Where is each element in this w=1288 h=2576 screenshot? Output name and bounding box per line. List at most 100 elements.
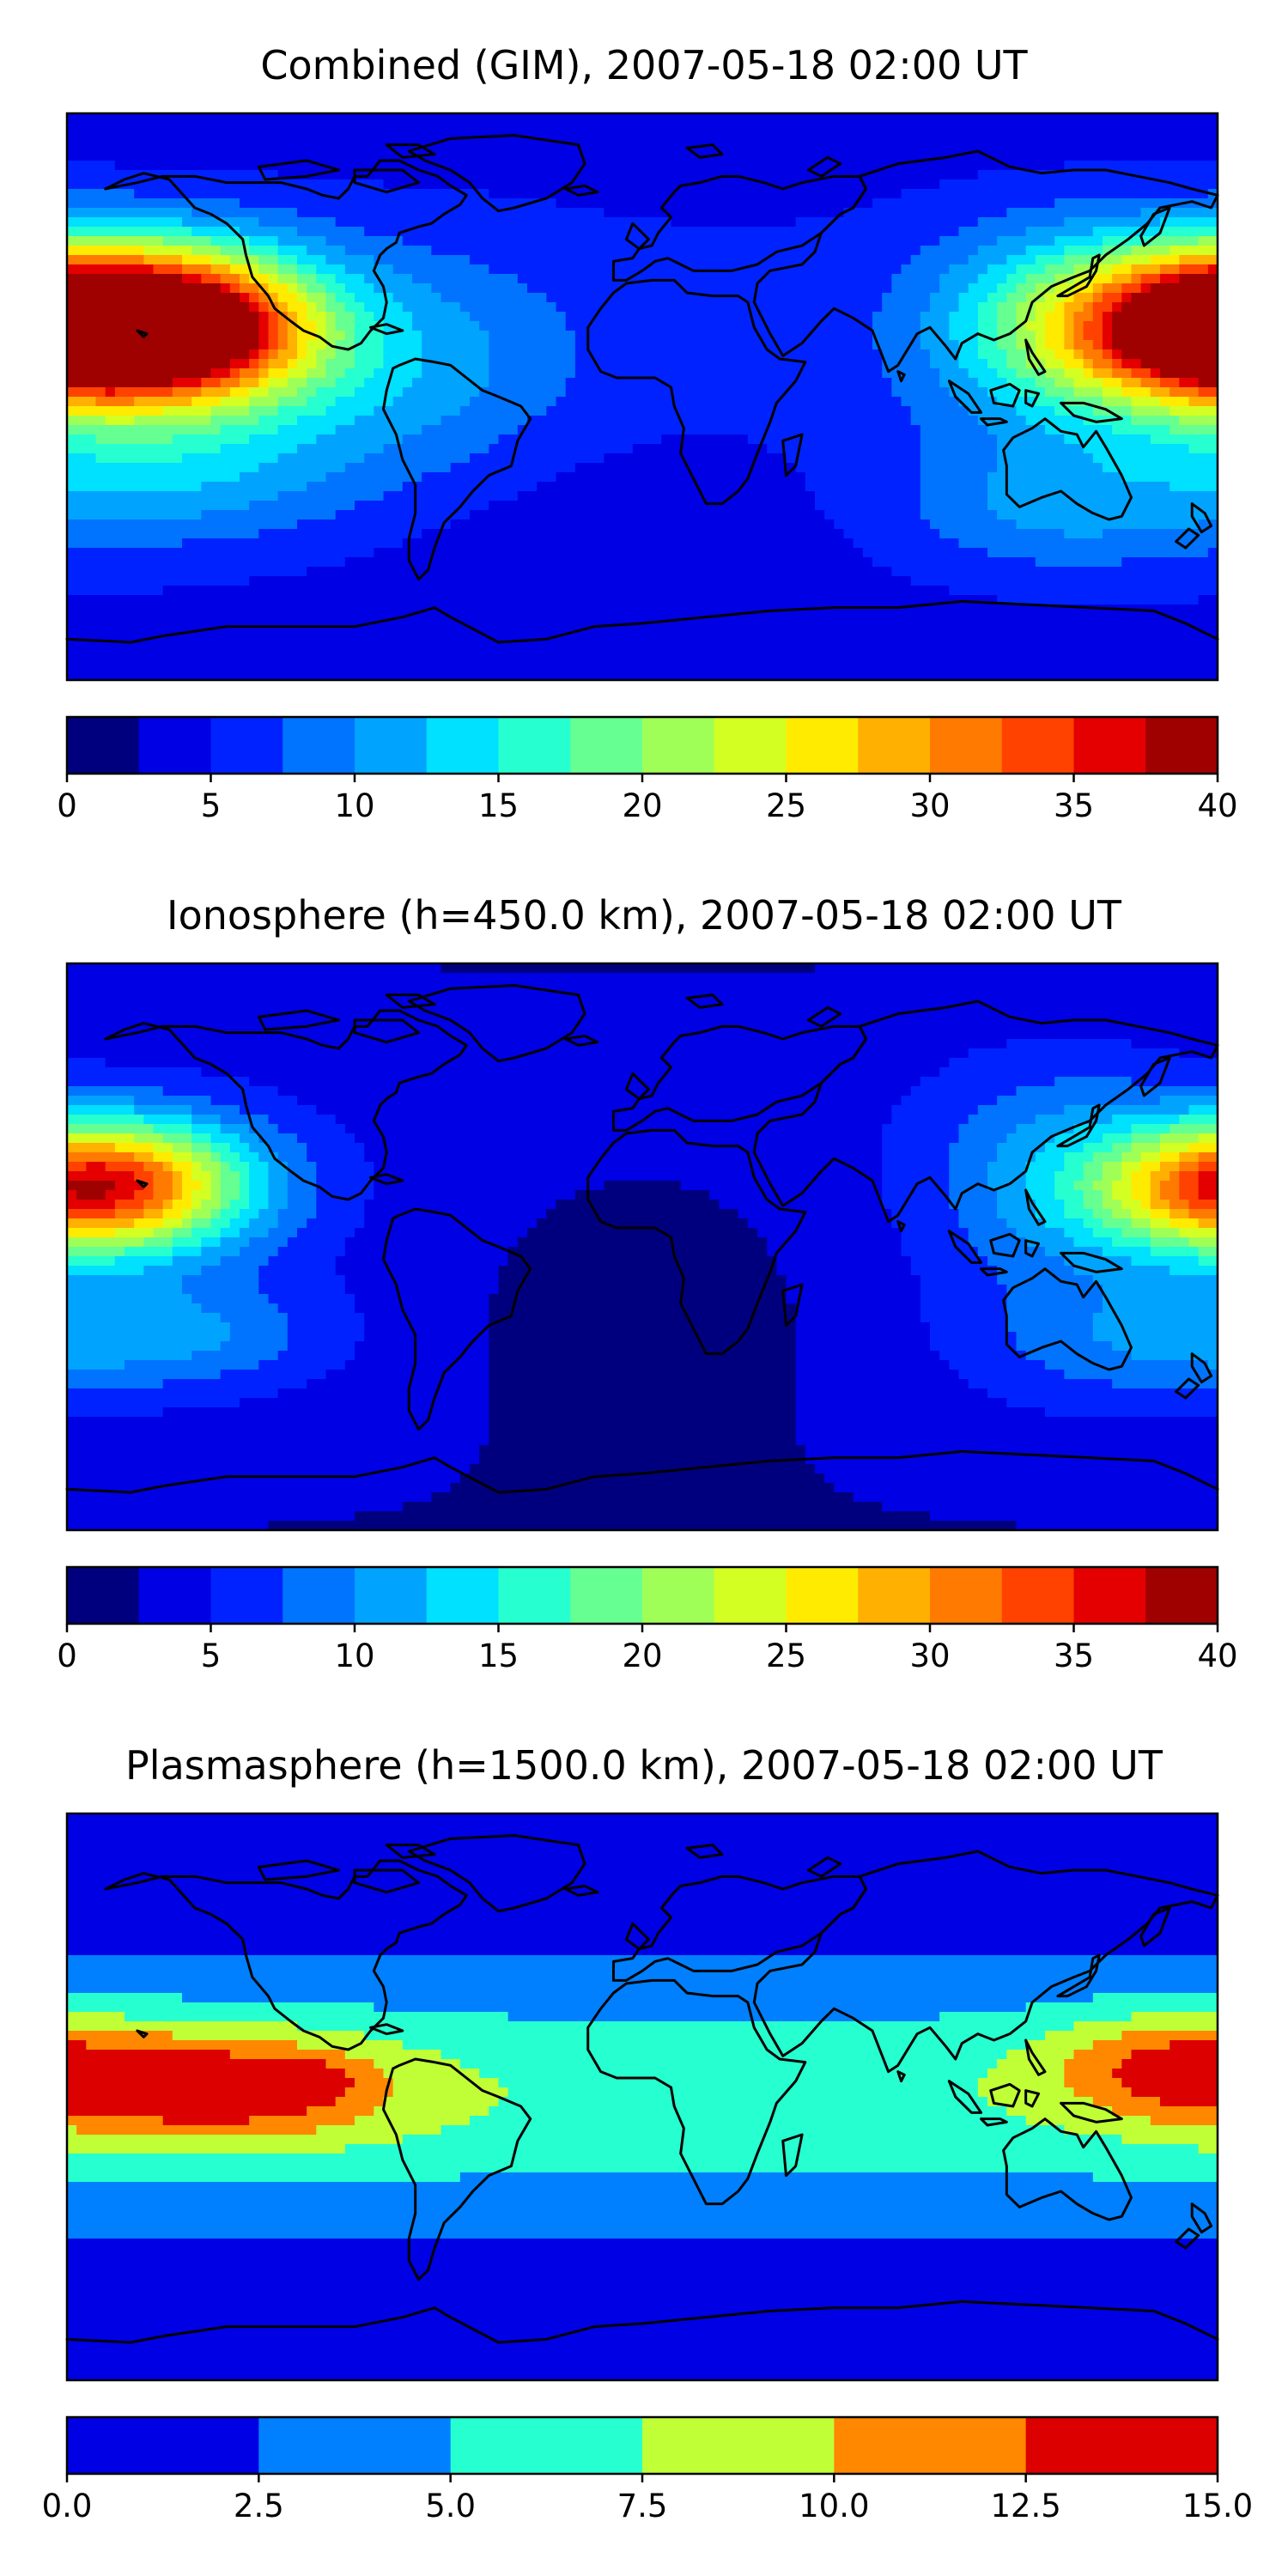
field-cell [1179, 170, 1190, 180]
field-cell [412, 434, 422, 445]
field-cell [364, 293, 374, 303]
field-cell [738, 406, 749, 416]
field-cell [1131, 246, 1142, 256]
field-cell [143, 387, 155, 398]
field-cell [1073, 217, 1084, 228]
field-cell [440, 236, 452, 246]
field-cell [728, 463, 739, 473]
field-cell [853, 463, 864, 473]
field-cell [1179, 246, 1190, 256]
field-cell [1064, 453, 1075, 464]
field-cell [1131, 123, 1142, 133]
field-cell [307, 142, 317, 152]
field-cell [440, 179, 452, 190]
field-cell [786, 283, 797, 294]
field-cell [1198, 132, 1209, 143]
field-cell [537, 482, 547, 492]
field-cell [556, 463, 567, 473]
field-cell [277, 198, 289, 209]
field-cell [930, 472, 940, 483]
field-cell [249, 453, 259, 464]
field-cell [546, 161, 557, 171]
field-cell [891, 397, 902, 407]
field-cell [297, 368, 307, 379]
field-cell [968, 453, 979, 464]
field-cell [355, 264, 365, 275]
field-cell [297, 331, 307, 341]
field-cell [719, 463, 730, 473]
field-cell [1035, 387, 1046, 398]
field-cell [172, 482, 183, 492]
field-cell [307, 179, 317, 190]
field-cell [1006, 463, 1018, 473]
field-cell [862, 312, 873, 322]
field-cell [930, 453, 940, 464]
field-cell [690, 501, 701, 511]
field-cell [997, 264, 1007, 275]
field-cell [76, 151, 87, 161]
field-cell [1188, 406, 1200, 416]
field-cell [229, 359, 240, 369]
field-cell [240, 378, 250, 388]
field-cell [67, 170, 77, 180]
field-cell [287, 151, 298, 161]
field-cell [1179, 397, 1190, 407]
field-cell [316, 283, 327, 294]
field-cell [507, 302, 519, 313]
field-cell [920, 217, 931, 228]
field-cell [1054, 217, 1065, 228]
field-cell [824, 113, 835, 124]
field-cell [1140, 349, 1151, 360]
field-cell [440, 312, 452, 322]
field-cell [738, 482, 749, 492]
field-cell [1016, 208, 1027, 218]
field-cell [997, 161, 1007, 171]
field-cell [853, 453, 864, 464]
field-cell [220, 387, 231, 398]
field-cell [422, 321, 432, 331]
field-cell [143, 482, 155, 492]
field-cell [613, 236, 624, 246]
field-cell [623, 453, 634, 464]
field-cell [182, 501, 192, 511]
field-cell [335, 170, 346, 180]
field-cell [325, 161, 337, 171]
field-cell [585, 283, 595, 294]
field-cell [402, 482, 413, 492]
field-cell [355, 283, 365, 294]
field-cell [987, 179, 998, 190]
field-cell [325, 387, 337, 398]
field-cell [1188, 283, 1200, 294]
field-cell [335, 482, 346, 492]
field-cell [728, 302, 739, 313]
field-cell [440, 198, 452, 209]
field-cell [229, 416, 240, 426]
field-cell [191, 434, 202, 445]
field-cell [134, 217, 144, 228]
field-cell [815, 416, 825, 426]
field-cell [1112, 340, 1122, 350]
field-cell [853, 302, 864, 313]
field-cell [527, 123, 538, 133]
field-cell [1150, 397, 1161, 407]
field-cell [757, 501, 768, 511]
field-cell [661, 434, 672, 445]
field-cell [67, 425, 77, 435]
field-cell [134, 359, 144, 369]
field-cell [776, 189, 787, 199]
field-cell [776, 208, 787, 218]
field-cell [1131, 132, 1142, 143]
field-cell [527, 217, 538, 228]
field-cell [1179, 463, 1190, 473]
field-cell [307, 349, 317, 360]
field-cell [1140, 463, 1151, 473]
field-cell [440, 227, 452, 237]
field-cell [652, 472, 662, 483]
field-cell [220, 501, 231, 511]
field-cell [191, 208, 202, 218]
field-cell [987, 387, 998, 398]
field-cell [968, 321, 979, 331]
field-cell [623, 359, 634, 369]
field-cell [776, 472, 787, 483]
field-cell [527, 170, 538, 180]
